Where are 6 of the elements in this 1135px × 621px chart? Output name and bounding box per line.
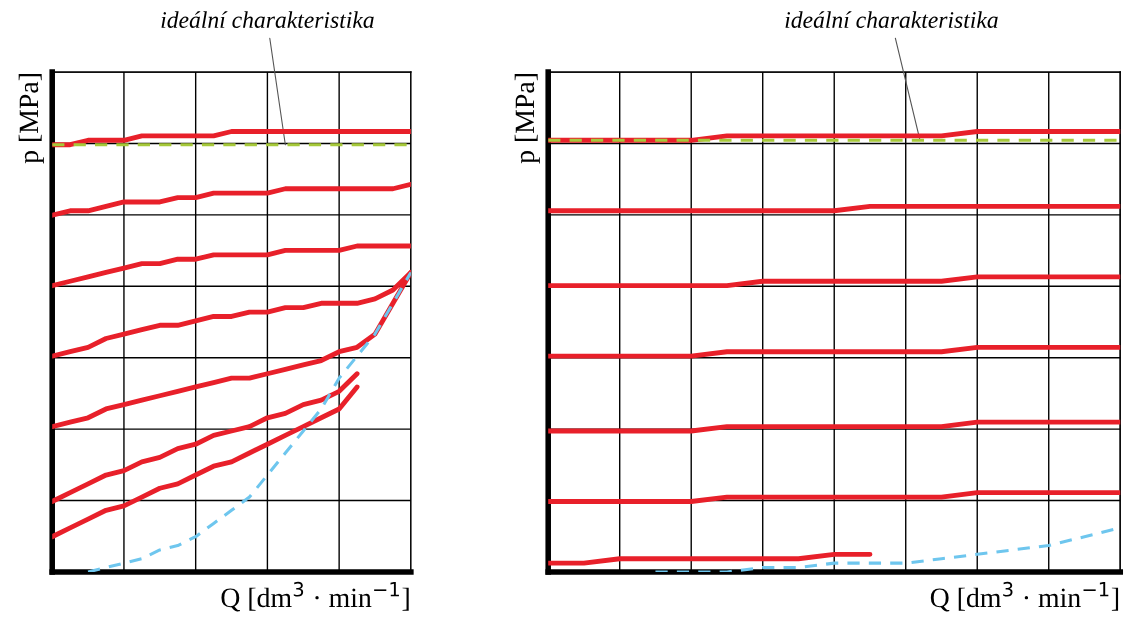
y-axis-title: p [MPa]	[18, 74, 44, 164]
x-axis-title: Q [dm$^{3}$ · min$^{−1}$]	[930, 581, 1119, 612]
x-axis-title: Q [dm$^{3}$ · min$^{−1}$]	[221, 581, 409, 612]
text: ideální charakteristika	[785, 11, 998, 28]
text: ideální charakteristika	[161, 11, 374, 28]
y-axis-title: p [MPa]	[514, 74, 540, 164]
